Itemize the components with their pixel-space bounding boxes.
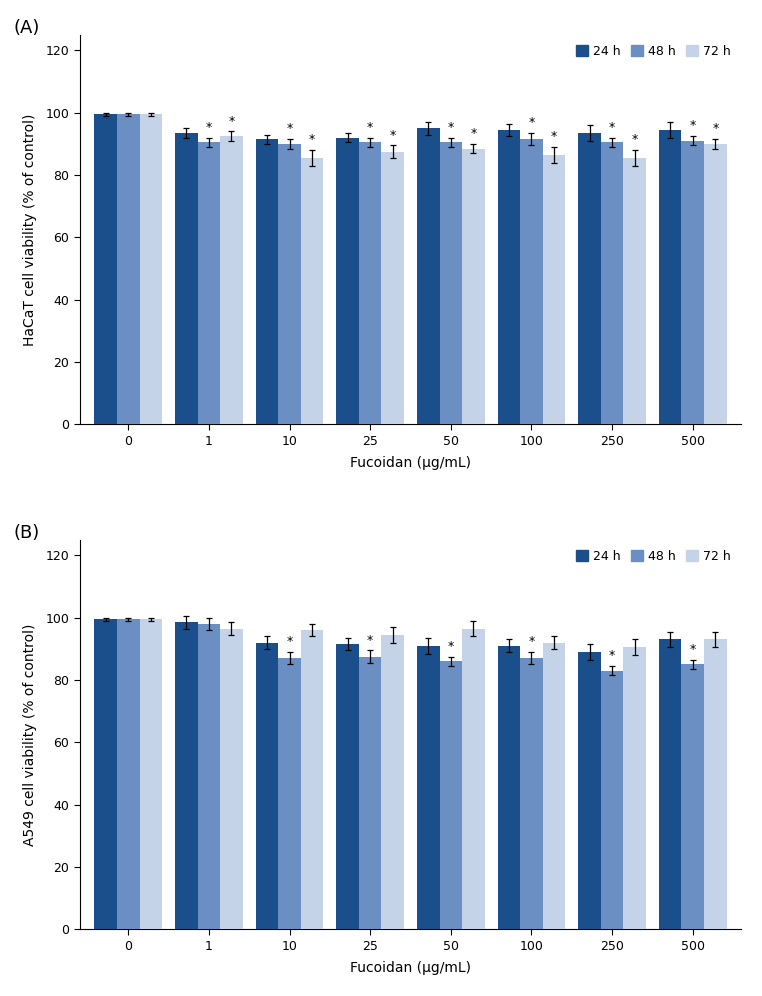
Text: *: * (609, 649, 615, 662)
Bar (681, 140, 704, 424)
Y-axis label: HaCaT cell viability (% of control): HaCaT cell viability (% of control) (24, 114, 37, 346)
X-axis label: Fucoidan (μg/mL): Fucoidan (μg/mL) (350, 961, 471, 975)
Bar (94, 115, 117, 424)
Bar (117, 620, 139, 929)
Bar (382, 151, 404, 424)
Bar (278, 658, 301, 929)
Bar (543, 642, 565, 929)
Bar (520, 658, 543, 929)
Text: *: * (389, 128, 396, 141)
Bar (498, 129, 520, 424)
Bar (117, 115, 139, 424)
Bar (336, 644, 359, 929)
Bar (359, 656, 382, 929)
Text: *: * (448, 121, 454, 133)
Text: *: * (609, 121, 615, 133)
Text: *: * (448, 639, 454, 653)
Bar (359, 142, 382, 424)
Bar (578, 652, 601, 929)
Text: *: * (367, 633, 373, 646)
Bar (623, 158, 646, 424)
Bar (704, 639, 727, 929)
Bar (301, 630, 323, 929)
Legend: 24 h, 48 h, 72 h: 24 h, 48 h, 72 h (572, 546, 735, 567)
Text: *: * (528, 635, 535, 648)
Bar (197, 142, 220, 424)
Text: *: * (632, 133, 638, 146)
Text: *: * (690, 643, 696, 656)
Bar (601, 142, 623, 424)
Text: *: * (206, 121, 212, 133)
Bar (417, 128, 440, 424)
Bar (462, 148, 485, 424)
Bar (220, 136, 243, 424)
Bar (623, 647, 646, 929)
Bar (336, 137, 359, 424)
Text: *: * (690, 120, 696, 132)
Text: *: * (551, 130, 557, 143)
X-axis label: Fucoidan (μg/mL): Fucoidan (μg/mL) (350, 456, 471, 470)
Bar (94, 620, 117, 929)
Bar (175, 133, 197, 424)
Text: *: * (287, 123, 293, 135)
Bar (659, 639, 681, 929)
Bar (601, 670, 623, 929)
Bar (440, 661, 462, 929)
Text: *: * (287, 635, 293, 648)
Text: *: * (367, 121, 373, 133)
Bar (578, 133, 601, 424)
Bar (704, 143, 727, 424)
Bar (139, 115, 162, 424)
Bar (681, 664, 704, 929)
Legend: 24 h, 48 h, 72 h: 24 h, 48 h, 72 h (572, 41, 735, 62)
Text: (B): (B) (14, 524, 40, 542)
Text: *: * (712, 123, 719, 135)
Bar (256, 642, 278, 929)
Bar (659, 129, 681, 424)
Bar (301, 158, 323, 424)
Bar (520, 139, 543, 424)
Text: *: * (470, 127, 476, 140)
Text: (A): (A) (14, 19, 40, 37)
Bar (220, 628, 243, 929)
Bar (382, 634, 404, 929)
Bar (175, 622, 197, 929)
Bar (498, 645, 520, 929)
Bar (543, 154, 565, 424)
Bar (440, 142, 462, 424)
Text: *: * (229, 115, 235, 127)
Bar (278, 143, 301, 424)
Bar (462, 628, 485, 929)
Bar (417, 645, 440, 929)
Y-axis label: A549 cell viability (% of control): A549 cell viability (% of control) (24, 623, 37, 846)
Text: *: * (309, 133, 315, 146)
Bar (197, 623, 220, 929)
Text: *: * (528, 117, 535, 129)
Bar (139, 620, 162, 929)
Bar (256, 139, 278, 424)
